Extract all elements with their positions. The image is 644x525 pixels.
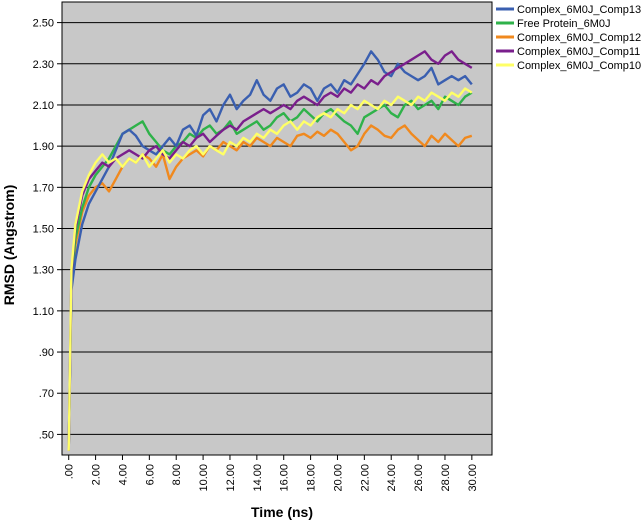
gridlines xyxy=(57,22,492,460)
y-tick-label: 1.70 xyxy=(33,182,54,194)
x-tick-label: 16.00 xyxy=(279,464,291,492)
y-tick-label: 1.50 xyxy=(33,224,54,236)
series-line-complex-6m0j-comp10 xyxy=(67,87,473,451)
x-tick-label: 28.00 xyxy=(440,464,452,492)
x-tick-label: 30.00 xyxy=(467,464,479,492)
legend-label: Complex_6M0J_Comp10 xyxy=(517,60,641,72)
x-tick-label: 6.00 xyxy=(144,464,156,485)
series-line-free-protein-6m0j xyxy=(67,91,473,451)
series-line-complex-6m0j-comp11 xyxy=(67,50,473,451)
plot-frame xyxy=(61,1,493,456)
x-tick-label: 14.00 xyxy=(252,464,264,492)
x-tick-label: 12.00 xyxy=(225,464,237,492)
x-tick-label: 22.00 xyxy=(359,464,371,492)
x-tick-label: 24.00 xyxy=(386,464,398,492)
y-tick-label: 1.90 xyxy=(33,141,54,153)
x-tick-labels: .00 2.00 4.00 6.00 8.00 10.00 12.00 14.00 16.00 1… xyxy=(64,464,479,492)
y-tick-label: 2.30 xyxy=(33,59,54,71)
y-tick-labels: .50 .70 .90 1.10 1.30 1.50 1.70 1.90 2.10 2.30 2.5… xyxy=(33,18,54,442)
x-tick-label: 8.00 xyxy=(171,464,183,485)
x-tick-label: 10.00 xyxy=(198,464,210,492)
x-tick-label: 26.00 xyxy=(413,464,425,492)
axes xyxy=(61,1,493,456)
x-tick-label: .00 xyxy=(64,464,76,479)
y-tick-label: .70 xyxy=(39,388,54,400)
y-axis-title: RMSD (Angstrom) xyxy=(1,185,17,306)
y-tick-label: 1.10 xyxy=(33,306,54,318)
x-axis-title: Time (ns) xyxy=(251,504,313,520)
y-tick-label: 2.10 xyxy=(33,100,54,112)
x-tick-label: 20.00 xyxy=(332,464,344,492)
series-lines xyxy=(67,50,473,451)
y-tick-label: .90 xyxy=(39,347,54,359)
y-tick-label: 2.50 xyxy=(33,18,54,30)
y-tick-label: 1.30 xyxy=(33,265,54,277)
legend-label: Complex_6M0J_Comp13 xyxy=(517,4,641,16)
x-tick-label: 4.00 xyxy=(117,464,129,485)
x-tick-label: 2.00 xyxy=(91,464,103,485)
series-line-complex-6m0j-comp13 xyxy=(67,50,473,451)
legend-label: Complex_6M0J_Comp12 xyxy=(517,32,641,44)
legend-label: Complex_6M0J_Comp11 xyxy=(517,46,640,58)
legend-label: Free Protein_6M0J xyxy=(517,18,611,30)
legend: Complex_6M0J_Comp13 Free Protein_6M0J Comp… xyxy=(496,4,641,72)
y-tick-label: .50 xyxy=(39,429,54,441)
x-tick-label: 18.00 xyxy=(306,464,318,492)
